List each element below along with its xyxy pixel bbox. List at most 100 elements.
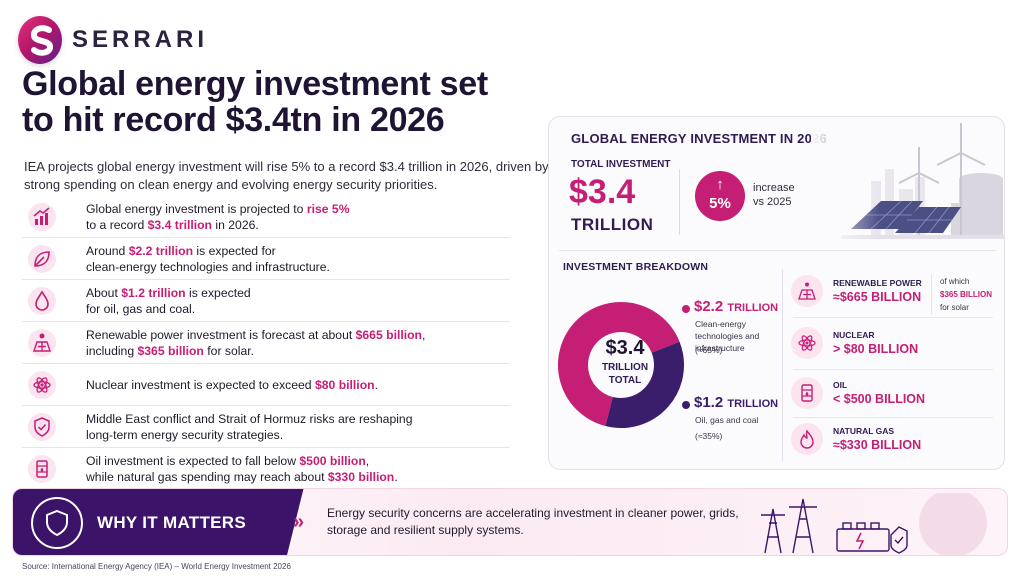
category-name: OIL [833, 380, 848, 390]
segment-value: $2.2 [694, 298, 724, 315]
oil-barrel-icon [22, 449, 62, 489]
page-title: Global energy investment set to hit recor… [22, 66, 542, 138]
grid-storage-illustration [761, 493, 987, 555]
divider [679, 169, 680, 235]
fact-text-part: clean-energy technologies and infrastruc… [86, 259, 330, 274]
divider [793, 317, 993, 318]
atom-icon [22, 365, 62, 405]
divider [782, 269, 783, 461]
fact-text-part: . [394, 470, 398, 484]
source-note: Source: International Energy Agency (IEA… [22, 562, 291, 571]
solar-note-value: $365 BILLION [940, 290, 993, 299]
donut-center-unit: TRILLION [601, 362, 649, 373]
solar-panel-icon [22, 323, 62, 363]
fact-text-part: while natural gas spending may reach abo… [86, 470, 328, 484]
oil-barrel-icon [791, 377, 823, 409]
segment-value: $1.2 [694, 394, 724, 411]
fact-text-part: for solar. [203, 343, 255, 358]
investment-panel: GLOBAL ENERGY INVESTMENT IN 2026 TOTAL I… [548, 116, 1005, 470]
fact-item: Around $2.2 trillion is expected for clea… [22, 238, 510, 280]
banner-label-block: WHY IT MATTERS [13, 489, 275, 555]
category-natural-gas: NATURAL GAS ≈$330 BILLION [791, 423, 995, 455]
brand-name: SERRARI [71, 26, 208, 53]
segment-fossil-pct: (≈35%) [695, 431, 723, 441]
category-name: RENEWABLE POWER [833, 278, 922, 288]
fact-text-part: About [86, 285, 122, 300]
segment-clean-pct: (≈65%) [695, 345, 723, 355]
fact-text-part: for oil, gas and coal. [86, 301, 196, 316]
energy-illustration [811, 117, 1004, 245]
shield-icon [31, 497, 83, 549]
segment-clean-desc: Clean-energy technologies and infrastruc… [695, 319, 760, 353]
donut-segment-clean [558, 302, 680, 427]
fact-text-part: Oil investment is expected to fall below [86, 454, 300, 468]
fact-text-part: , [422, 327, 426, 342]
flame-icon [791, 423, 823, 455]
segment-fossil-value: $1.2 TRILLION [694, 394, 778, 411]
fact-item: Global energy investment is projected to… [22, 196, 510, 238]
solar-panel-icon [791, 275, 823, 307]
total-investment-value: $3.4 [569, 173, 636, 211]
fact-text-part: to a record [86, 217, 148, 232]
highlight-text: $365 billion [137, 343, 204, 358]
category-text: OIL < $500 BILLION [833, 380, 925, 406]
brand-logo: SERRARI [18, 14, 208, 66]
banner-label: WHY IT MATTERS [97, 513, 247, 532]
fact-text-part: Renewable power investment is forecast a… [86, 327, 356, 342]
highlight-text: $330 billion [327, 470, 395, 484]
fact-text-part: Around [86, 243, 129, 258]
divider [559, 250, 996, 251]
fact-item: About $1.2 trillion is expected for oil, … [22, 280, 510, 322]
category-value: < $500 BILLION [833, 392, 926, 406]
fact-text: Oil investment is expected to fall below… [86, 453, 398, 485]
serrari-logo-icon [18, 16, 62, 64]
fact-item: Oil investment is expected to fall below… [22, 448, 510, 490]
facts-list: Global energy investment is projected to… [22, 196, 510, 490]
investment-donut-chart [558, 302, 684, 428]
fact-item: Renewable power investment is forecast a… [22, 322, 510, 364]
highlight-text: $2.2 trillion [128, 243, 194, 258]
fact-text-part: is expected [185, 285, 251, 300]
fact-text-part: in 2026. [212, 217, 259, 232]
arrow-up-icon: ↑ [716, 176, 724, 193]
increase-percent: 5% [709, 195, 731, 212]
divider [793, 369, 993, 370]
category-text: NATURAL GAS ≈$330 BILLION [833, 426, 921, 452]
fact-text-part: including [86, 343, 138, 358]
highlight-text: $80 billion [314, 377, 375, 392]
category-name: NUCLEAR [833, 330, 875, 340]
increase-text-line: increase [753, 182, 795, 194]
category-value: ≈$665 BILLION [833, 290, 922, 304]
fact-text-part: is expected for [193, 243, 276, 258]
category-nuclear: NUCLEAR > $80 BILLION [791, 327, 995, 359]
fact-text: Renewable power investment is forecast a… [86, 327, 425, 359]
highlight-text: $3.4 trillion [147, 217, 212, 232]
page-subtitle: IEA projects global energy investment wi… [24, 159, 549, 192]
breakdown-title: INVESTMENT BREAKDOWN [563, 261, 709, 273]
highlight-text: $665 billion [355, 327, 423, 342]
solar-note-pre: of which [940, 277, 970, 286]
segment-clean-value: $2.2 TRILLION [694, 298, 778, 315]
highlight-text: $500 billion [299, 454, 366, 468]
category-renewable: RENEWABLE POWER ≈$665 BILLION [791, 275, 995, 307]
segment-fossil-desc: Oil, gas and coal [695, 415, 759, 425]
segment-unit: TRILLION [727, 398, 779, 410]
fact-text-part: Global energy investment is projected to [86, 201, 307, 216]
growth-chart-icon [22, 197, 62, 237]
increase-text: increase vs 2025 [753, 181, 795, 209]
category-name: NATURAL GAS [833, 426, 895, 436]
divider [793, 417, 993, 418]
category-oil: OIL < $500 BILLION [791, 377, 995, 409]
legend-dot-fossil [682, 401, 690, 409]
category-value: > $80 BILLION [833, 342, 919, 356]
donut-segment-fossil [605, 341, 684, 428]
fact-item: Middle East conflict and Strait of Hormu… [22, 406, 510, 448]
total-investment-unit: TRILLION [571, 215, 654, 234]
atom-icon [791, 327, 823, 359]
highlight-text: $1.2 trillion [121, 285, 186, 300]
increase-badge: ↑ 5% [695, 171, 745, 221]
fact-text-part: . [374, 377, 378, 392]
fact-text: About $1.2 trillion is expected for oil, … [86, 285, 251, 317]
fact-text-part: long-term energy security strategies. [86, 427, 284, 442]
category-text: NUCLEAR > $80 BILLION [833, 330, 918, 356]
